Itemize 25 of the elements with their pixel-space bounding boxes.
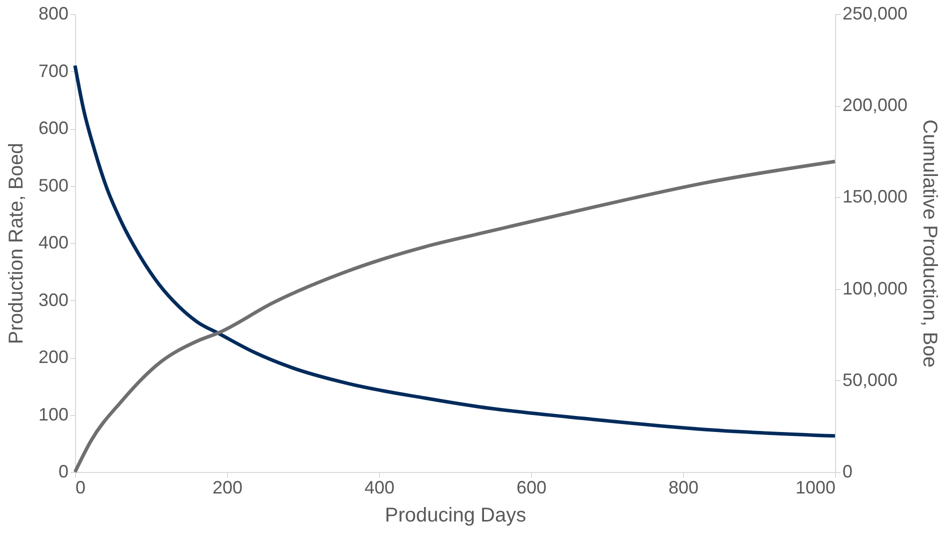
y2-tick-label: 200,000 [842, 95, 908, 116]
x-tick-label: 600 [516, 478, 547, 498]
y2-tick-label: 50,000 [842, 370, 898, 390]
y-tick-label: 300 [38, 290, 68, 310]
y-tick-label: 600 [38, 118, 68, 138]
y-tick-label: 100 [38, 404, 68, 424]
y-tick-label: 500 [38, 175, 68, 196]
y2-tick-label: 100,000 [842, 278, 908, 298]
y2-tick-label: 250,000 [842, 4, 908, 24]
y2-tick-label: 0 [842, 462, 853, 482]
y-tick-label: 0 [58, 462, 68, 482]
y-tick-label: 700 [38, 60, 68, 81]
x-tick-label: 400 [364, 478, 395, 498]
x-tick-label: 1000 [795, 478, 836, 498]
y-axis-title: Production Rate, Boed [5, 142, 28, 344]
y2-axis-title: Cumulative Production, Boe [918, 120, 941, 368]
y2-tick-label: 150,000 [842, 186, 908, 207]
y-tick-label: 400 [38, 232, 68, 252]
line-series [73, 64, 837, 438]
x-tick-label: 0 [76, 478, 86, 498]
x-tick-label: 200 [212, 478, 243, 498]
y-tick-label: 800 [38, 4, 68, 24]
y-tick-label: 200 [38, 347, 68, 367]
x-axis-title: Producing Days [384, 504, 526, 526]
x-tick-label: 800 [668, 478, 699, 498]
